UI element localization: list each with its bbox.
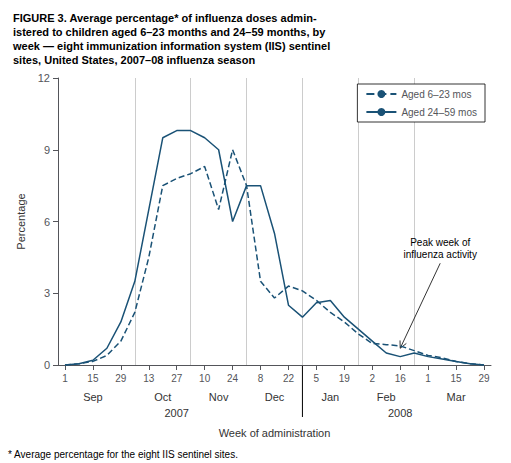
- svg-text:3: 3: [44, 287, 50, 299]
- svg-text:Dec: Dec: [265, 391, 285, 403]
- svg-text:13: 13: [143, 373, 155, 384]
- svg-text:10: 10: [199, 373, 211, 384]
- svg-text:Oct: Oct: [154, 391, 171, 403]
- svg-text:* Average percentage for the e: * Average percentage for the eight IIS s…: [8, 449, 238, 460]
- svg-text:16: 16: [395, 373, 407, 384]
- svg-text:Aged 6–23 mos: Aged 6–23 mos: [401, 89, 471, 100]
- svg-text:FIGURE 3. Average percentage*: FIGURE 3. Average percentage* of influen…: [13, 12, 317, 24]
- svg-text:0: 0: [44, 359, 50, 371]
- svg-text:2008: 2008: [388, 407, 412, 419]
- svg-text:15: 15: [87, 373, 99, 384]
- svg-text:week — eight immunization info: week — eight immunization information sy…: [12, 40, 330, 52]
- svg-text:12: 12: [38, 72, 50, 84]
- svg-text:29: 29: [115, 373, 127, 384]
- svg-text:Aged 24–59 mos: Aged 24–59 mos: [401, 107, 477, 118]
- svg-text:Mar: Mar: [447, 391, 466, 403]
- svg-text:Peak week of: Peak week of: [410, 237, 470, 248]
- svg-text:24: 24: [227, 373, 239, 384]
- svg-text:Nov: Nov: [209, 391, 229, 403]
- svg-text:1: 1: [62, 373, 68, 384]
- svg-text:19: 19: [339, 373, 351, 384]
- svg-text:2: 2: [369, 373, 375, 384]
- svg-text:9: 9: [44, 144, 50, 156]
- svg-text:Week of administration: Week of administration: [219, 427, 331, 439]
- svg-text:15: 15: [451, 373, 463, 384]
- svg-text:29: 29: [478, 373, 490, 384]
- svg-text:2007: 2007: [164, 407, 188, 419]
- svg-text:27: 27: [171, 373, 183, 384]
- svg-text:5: 5: [314, 373, 320, 384]
- svg-text:Percentage: Percentage: [15, 193, 27, 249]
- svg-text:8: 8: [258, 373, 264, 384]
- svg-text:influenza activity: influenza activity: [404, 249, 477, 260]
- svg-text:sites, United States, 2007–08: sites, United States, 2007–08 influenza …: [13, 54, 255, 66]
- svg-text:6: 6: [44, 216, 50, 228]
- svg-text:istered to children aged 6–23: istered to children aged 6–23 months and…: [13, 26, 326, 38]
- svg-text:Jan: Jan: [321, 391, 339, 403]
- svg-text:Feb: Feb: [377, 391, 396, 403]
- svg-text:Sep: Sep: [83, 391, 103, 403]
- svg-text:1: 1: [425, 373, 431, 384]
- svg-text:22: 22: [283, 373, 295, 384]
